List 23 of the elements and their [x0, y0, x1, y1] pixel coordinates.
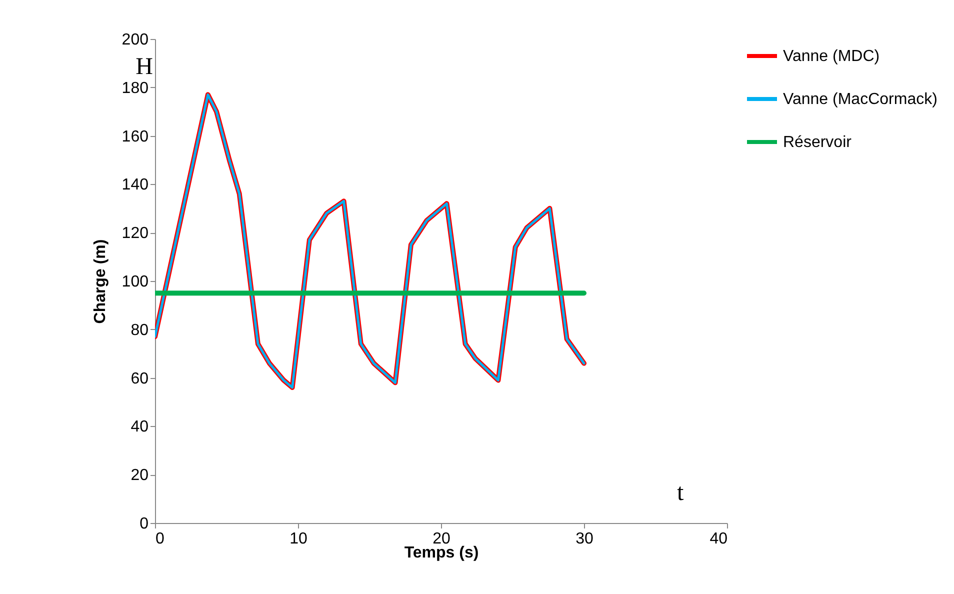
annotation: t: [677, 480, 684, 506]
legend-label: Vanne (MacCormack): [783, 91, 938, 108]
x-tick-label: 20: [432, 530, 450, 548]
legend-label: Vanne (MDC): [783, 48, 880, 65]
x-tick-label: 0: [156, 530, 164, 548]
x-tick-label: 30: [576, 530, 594, 548]
x-tick-label: 10: [290, 530, 308, 548]
y-axis-title: Charge (m): [92, 239, 109, 324]
y-tick-label: 40: [130, 418, 149, 436]
y-tick-label: 180: [122, 80, 149, 97]
y-tick-label: 20: [130, 467, 149, 484]
x-axis-title: Temps (s): [404, 544, 479, 562]
y-tick-label: 0: [140, 516, 149, 532]
y-tick-label: 60: [130, 370, 149, 388]
text: H: [136, 54, 153, 80]
y-tick-label: 120: [122, 225, 149, 242]
y-tick-label: 100: [122, 274, 149, 290]
legend-label: Réservoir: [783, 134, 852, 151]
y-tick-label: 200: [122, 32, 149, 48]
x-tick-label: 40: [710, 530, 728, 548]
y-tick-label: 80: [130, 322, 149, 339]
y-tick-label: 140: [122, 176, 149, 194]
y-tick-label: 160: [122, 128, 149, 146]
